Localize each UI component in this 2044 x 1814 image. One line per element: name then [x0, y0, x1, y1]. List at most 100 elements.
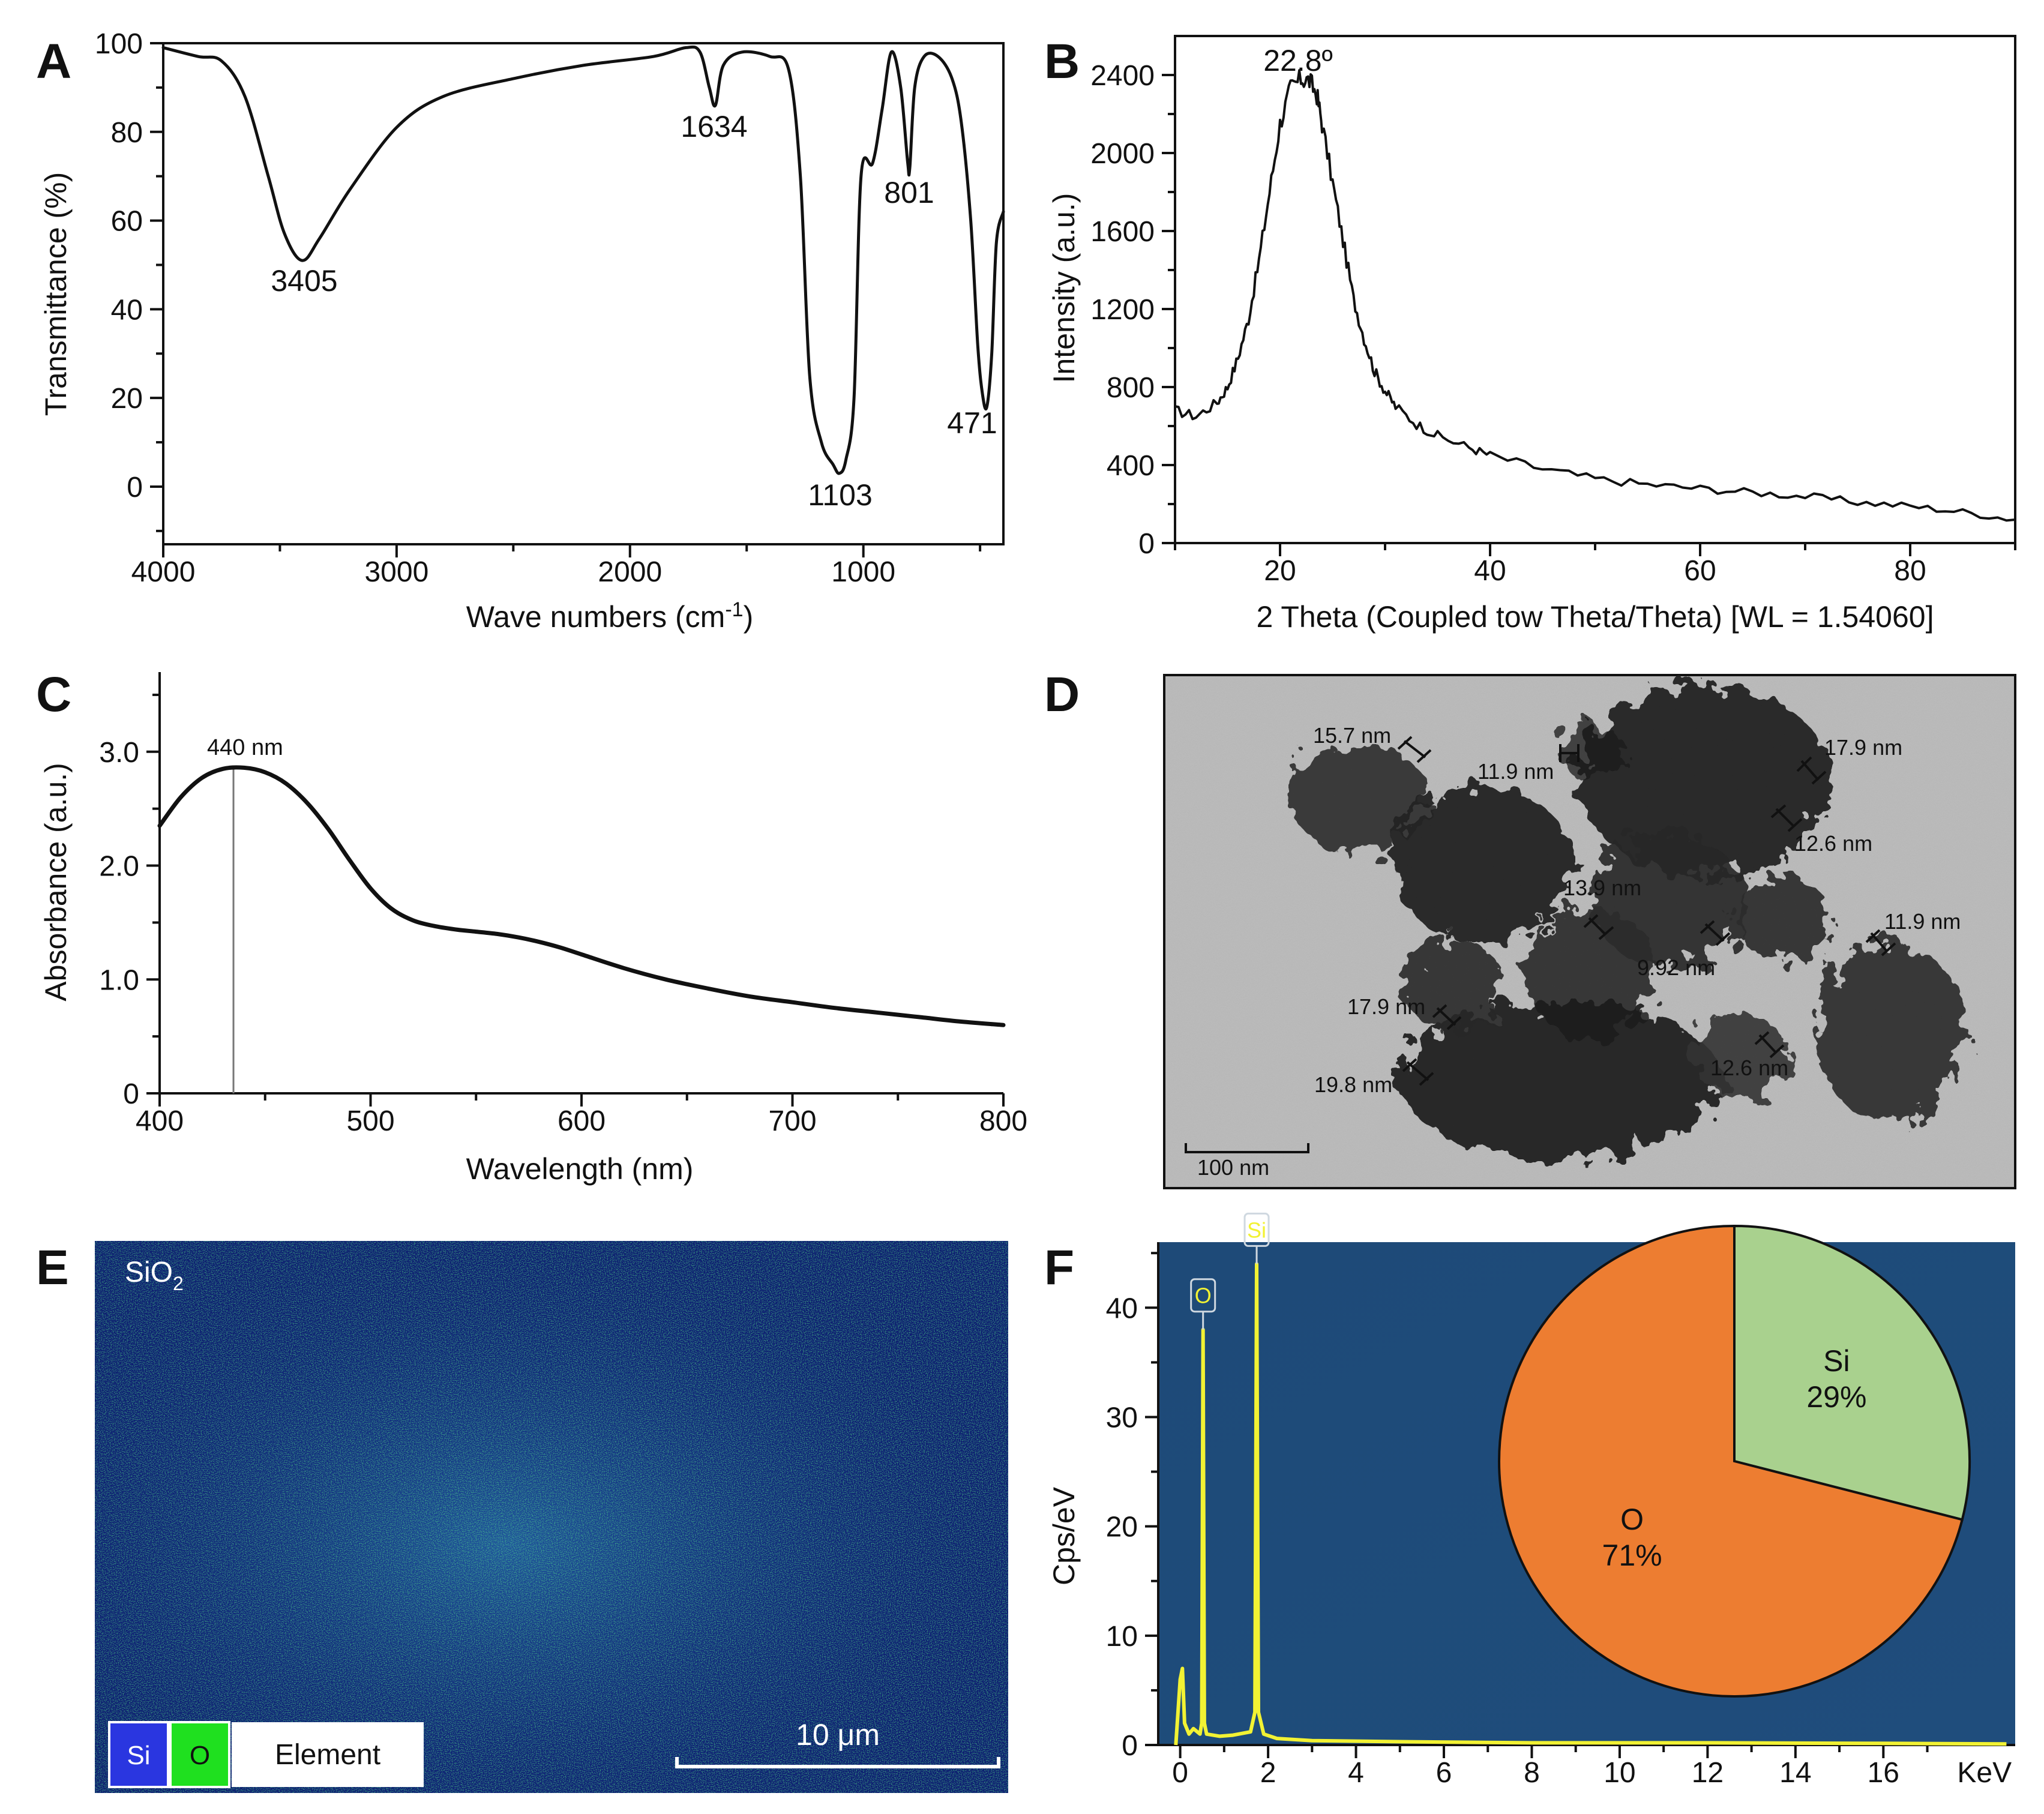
y-tick-label: 800: [1107, 372, 1155, 404]
legend-element-box: [232, 1722, 424, 1787]
x-tick-label: 40: [1474, 555, 1506, 587]
y-axis-label-f: Cps/eV: [1047, 1486, 1081, 1585]
x-tick-label: 14: [1779, 1757, 1811, 1789]
eds-spectrum-line: [1174, 1262, 2007, 1746]
x-tick-label: 6: [1436, 1757, 1452, 1789]
panel-label-c: C: [36, 667, 71, 722]
x-tick-label: 700: [768, 1105, 816, 1137]
tem-label: 11.9 nm: [1477, 759, 1554, 784]
axis-ticks-c: 400 500 600 700 800 0 1.0 2.0 3.0: [99, 693, 1027, 1137]
x-tick-label: 400: [136, 1105, 184, 1137]
x-tick-label: 4000: [131, 556, 196, 588]
y-tick-label: 20: [111, 383, 143, 415]
y-tick-label: 80: [111, 117, 143, 149]
x-tick-label: 12: [1692, 1757, 1724, 1789]
x-tick-label: 2000: [598, 556, 662, 588]
tem-label: 12.6 nm: [1710, 1056, 1788, 1080]
annotation-peak-b: 22.8º: [1263, 44, 1333, 77]
pie-label: Si: [1823, 1344, 1850, 1378]
pie-value-label: 71%: [1602, 1539, 1662, 1572]
panel-e: E SiO2 Si O Element 10 μm: [36, 1240, 1008, 1793]
x-tick-label: 80: [1894, 555, 1926, 587]
x-tick-label: 800: [979, 1105, 1027, 1137]
y-tick-label: 10: [1106, 1621, 1138, 1653]
eds-peak-tags: O Si: [1190, 1212, 1270, 1330]
tem-labels: 15.7 nm 11.9 nm 17.9 nm 12.6 nm 13.9 nm …: [1313, 723, 1961, 1097]
x-tick-label: 20: [1264, 555, 1296, 587]
annotation-471: 471: [947, 406, 997, 440]
panel-a: A 4000 3000 2000 1000 100 80 60 40 20 0 Wave numb…: [36, 28, 1005, 634]
x-tick-label: 4: [1348, 1757, 1364, 1789]
pie-label: O: [1620, 1503, 1644, 1536]
x-tick-label: 0: [1172, 1757, 1188, 1789]
y-axis-label-b: Intensity (a.u.): [1047, 193, 1081, 383]
legend-element-label: Element: [275, 1739, 380, 1771]
x-tick-label: 500: [346, 1105, 394, 1137]
legend-si-label: Si: [127, 1741, 150, 1770]
y-tick-label: 0: [1138, 528, 1155, 560]
axis-ticks-f: 0 2 4 6 8 10 12 14 16 0 10 20 30 40 KeV: [1106, 1252, 2012, 1789]
y-tick-label: 2.0: [99, 851, 139, 883]
tem-label: 11.9 nm: [1884, 909, 1961, 934]
annotation-1634: 1634: [681, 110, 747, 143]
y-tick-label: 30: [1106, 1402, 1138, 1434]
legend-o-swatch: [169, 1721, 230, 1788]
series-line-a: [161, 45, 1005, 475]
x-tick-label: 1000: [831, 556, 895, 588]
tem-label: 13.9 nm: [1563, 875, 1641, 900]
x-axis-label-f: KeV: [1957, 1757, 2012, 1789]
tem-measure-markers: [1397, 736, 1896, 1086]
tem-scale-bar: [1185, 1143, 1309, 1153]
legend-si-swatch: [108, 1721, 169, 1788]
pie-value-label: 29%: [1806, 1380, 1866, 1414]
y-axis-label-a: Transmittance (%): [39, 172, 73, 416]
x-axis-label-c: Wavelength (nm): [466, 1152, 694, 1186]
y-tick-label: 1200: [1090, 294, 1155, 326]
x-tick-label: 60: [1684, 555, 1716, 587]
annotation-1103: 1103: [808, 478, 873, 512]
peak-tag-label: O: [1195, 1284, 1212, 1308]
x-tick-label: 600: [558, 1105, 606, 1137]
y-tick-label: 40: [111, 294, 143, 326]
annotation-3405: 3405: [271, 264, 337, 298]
y-tick-label: 0: [1122, 1730, 1138, 1762]
eds-map-scale-bar: [675, 1757, 1000, 1768]
pie-slice-si: [1733, 1224, 1971, 1521]
legend-o-label: O: [190, 1741, 210, 1770]
y-tick-label: 400: [1107, 450, 1155, 482]
peak-tag-box: [1243, 1212, 1270, 1247]
y-tick-label: 1600: [1090, 216, 1155, 248]
y-tick-label: 0: [127, 472, 143, 503]
y-tick-label: 2000: [1090, 138, 1155, 170]
axis-ticks-a: 4000 3000 2000 1000 100 80 60 40 20 0: [95, 28, 982, 588]
panel-c: C 400 500 600 700 800 0 1.0 2.0 3.0 440 nm Wavel…: [36, 667, 1027, 1186]
panel-label-e: E: [36, 1240, 69, 1295]
y-tick-label: 2400: [1090, 60, 1155, 92]
panel-label-d: D: [1044, 667, 1080, 722]
y-tick-label: 100: [95, 28, 143, 60]
series-line-b: [1174, 69, 2016, 522]
y-axis-label-c: Absorbance (a.u.): [39, 763, 73, 1001]
x-tick-label: 2: [1260, 1757, 1276, 1789]
series-line-c: [157, 765, 1006, 1027]
y-tick-label: 3.0: [99, 737, 139, 769]
annotation-801: 801: [884, 176, 934, 209]
plot-frame-b: [1174, 35, 2016, 544]
tem-label: 17.9 nm: [1824, 735, 1902, 760]
panel-label-a: A: [36, 34, 71, 89]
peak-tag-label: Si: [1247, 1218, 1266, 1242]
tem-label: 17.9 nm: [1347, 994, 1425, 1019]
panel-label-f: F: [1044, 1240, 1074, 1295]
eds-map-scale-label: 10 μm: [796, 1718, 880, 1752]
x-tick-label: 8: [1524, 1757, 1540, 1789]
tem-particle-clusters: [1290, 684, 1965, 1158]
x-tick-label: 10: [1604, 1757, 1635, 1789]
x-tick-label: 3000: [364, 556, 428, 588]
plot-frame-a: [162, 42, 1005, 545]
y-tick-label: 20: [1106, 1512, 1138, 1543]
peak-tag-box: [1190, 1278, 1216, 1313]
